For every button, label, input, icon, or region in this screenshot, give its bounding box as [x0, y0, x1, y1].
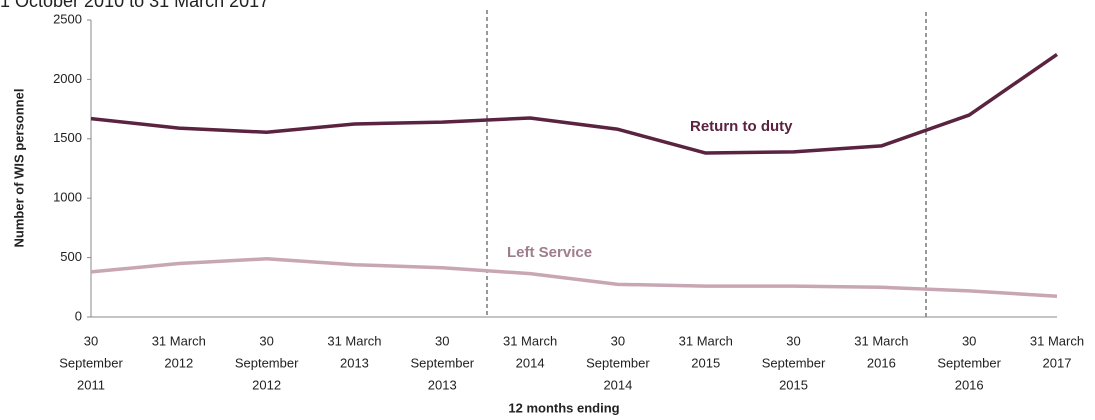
- x-tick-label: 2014: [603, 377, 632, 392]
- x-tick-label: September: [410, 355, 474, 370]
- chart-title: 1 October 2010 to 31 March 2017: [0, 0, 269, 11]
- x-tick-label: 2013: [428, 377, 457, 392]
- x-tick-label: 2016: [955, 377, 984, 392]
- x-tick-label: 31 March: [503, 333, 557, 348]
- x-tick-label: September: [59, 355, 123, 370]
- x-tick-label: 31 March: [1030, 333, 1084, 348]
- x-tick-label: 2016: [867, 355, 896, 370]
- x-tick-label: 31 March: [854, 333, 908, 348]
- x-tick-label: 31 March: [152, 333, 206, 348]
- series-label: Left Service: [507, 244, 592, 261]
- y-axis-label: Number of WIS personnel: [11, 89, 26, 248]
- y-tick-label: 1500: [53, 130, 82, 145]
- x-tick-label: 30: [611, 333, 625, 348]
- x-tick-label: 2014: [516, 355, 545, 370]
- series-line: [90, 53, 1058, 155]
- x-tick-label: 30: [259, 333, 273, 348]
- x-tick-label: 30: [84, 333, 98, 348]
- x-tick-label: 30: [435, 333, 449, 348]
- x-axis-label: 12 months ending: [508, 400, 619, 415]
- x-tick-label: September: [586, 355, 650, 370]
- x-tick-label: 2013: [340, 355, 369, 370]
- x-tick-label: 2012: [164, 355, 193, 370]
- x-tick-label: 30: [786, 333, 800, 348]
- series-label: Return to duty: [690, 118, 793, 135]
- x-tick-label: 2015: [691, 355, 720, 370]
- x-tick-label: 2012: [252, 377, 281, 392]
- x-tick-label: 30: [962, 333, 976, 348]
- x-tick-label: 31 March: [679, 333, 733, 348]
- y-tick-label: 2000: [53, 71, 82, 86]
- x-tick-label: 2011: [77, 377, 105, 392]
- x-tick-label: September: [937, 355, 1001, 370]
- x-tick-label: September: [235, 355, 299, 370]
- series-line: [90, 257, 1058, 298]
- x-tick-label: 31 March: [327, 333, 381, 348]
- y-tick-label: 500: [60, 249, 82, 264]
- x-tick-label: 2017: [1043, 355, 1072, 370]
- y-tick-label: 1000: [53, 190, 82, 205]
- y-tick-label: 0: [75, 308, 82, 323]
- x-tick-label: September: [762, 355, 826, 370]
- y-tick-label: 2500: [53, 11, 82, 26]
- x-tick-label: 2015: [779, 377, 808, 392]
